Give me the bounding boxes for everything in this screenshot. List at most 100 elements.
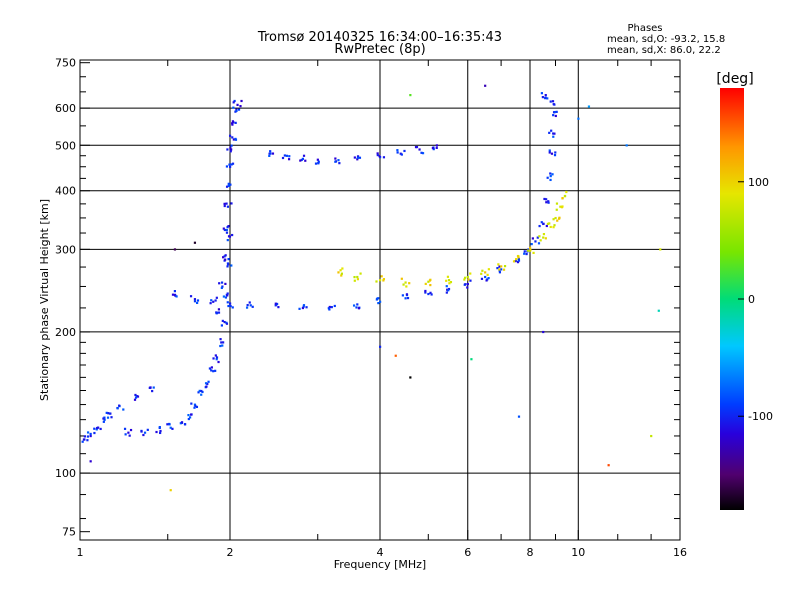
data-point — [429, 283, 432, 287]
data-point — [231, 123, 234, 126]
data-point — [544, 94, 547, 97]
data-point — [214, 299, 217, 302]
data-point — [107, 412, 110, 415]
x-tick-label: 2 — [227, 546, 234, 559]
data-point — [356, 158, 359, 161]
data-point — [379, 345, 382, 348]
data-point — [106, 416, 110, 419]
data-point — [193, 298, 197, 301]
data-point — [530, 243, 533, 246]
data-point — [517, 256, 520, 259]
data-point — [517, 257, 520, 261]
y-tick-label: 400 — [55, 185, 76, 198]
data-point — [546, 176, 549, 179]
data-point — [409, 94, 412, 97]
data-point — [274, 302, 277, 305]
y-tick-label: 750 — [55, 57, 76, 70]
data-point — [189, 295, 193, 298]
data-point — [135, 395, 138, 398]
data-point — [523, 252, 526, 255]
data-point — [545, 224, 548, 228]
data-point — [396, 149, 399, 152]
data-point — [123, 427, 127, 430]
data-point — [235, 109, 238, 112]
data-point — [352, 304, 356, 307]
data-point — [340, 272, 343, 275]
data-point — [197, 391, 200, 394]
data-point — [316, 158, 319, 161]
data-point — [142, 433, 145, 437]
data-point — [110, 416, 113, 419]
data-point — [537, 242, 541, 245]
data-point — [93, 431, 96, 435]
data-point — [122, 408, 125, 411]
data-point — [546, 222, 550, 225]
data-point — [212, 300, 215, 303]
y-tick-label: 600 — [55, 102, 76, 115]
data-point — [333, 304, 336, 308]
data-point — [283, 154, 286, 157]
data-point — [553, 110, 556, 114]
data-point — [225, 165, 229, 168]
data-point — [217, 311, 221, 314]
data-point — [195, 301, 199, 305]
data-point — [487, 277, 490, 280]
data-point — [356, 275, 359, 279]
data-point — [82, 438, 86, 441]
data-point — [235, 108, 238, 111]
data-point — [230, 202, 233, 205]
data-point — [108, 412, 111, 415]
data-point — [481, 269, 484, 272]
data-point — [548, 131, 551, 134]
data-point — [497, 263, 500, 266]
data-point — [231, 306, 234, 309]
data-point — [555, 202, 559, 205]
data-point — [152, 386, 155, 389]
data-point — [102, 420, 105, 423]
data-point — [542, 233, 546, 236]
data-point — [341, 267, 344, 270]
y-axis-label: Stationary phase Virtual Height [km] — [38, 199, 51, 401]
data-point — [175, 295, 178, 298]
data-point — [196, 299, 200, 302]
data-point — [548, 222, 551, 225]
data-point — [96, 426, 99, 430]
data-point — [435, 146, 438, 150]
data-point — [500, 265, 503, 268]
data-point — [103, 416, 106, 419]
data-point — [166, 423, 169, 426]
data-point — [500, 268, 503, 271]
data-point — [299, 159, 302, 162]
data-point — [230, 148, 233, 151]
data-point — [276, 302, 279, 306]
x-tick-label: 1 — [77, 546, 84, 559]
data-point — [224, 254, 227, 257]
data-point — [220, 286, 223, 290]
data-point — [334, 160, 337, 163]
data-point — [435, 144, 438, 147]
data-point — [353, 156, 356, 159]
data-point — [552, 226, 555, 229]
data-point — [168, 422, 171, 426]
data-point — [208, 367, 212, 370]
data-point — [236, 103, 239, 106]
data-point — [399, 152, 402, 155]
data-point — [222, 295, 225, 298]
data-point — [403, 149, 406, 153]
data-point — [210, 299, 213, 302]
data-point — [188, 416, 192, 419]
colorbar-tick-label: 100 — [748, 176, 769, 189]
data-point — [220, 324, 223, 327]
data-point — [516, 261, 520, 264]
data-point — [382, 279, 385, 282]
data-point — [549, 178, 552, 182]
data-point — [140, 430, 143, 433]
x-tick-label: 10 — [571, 546, 585, 559]
data-point — [89, 432, 92, 436]
data-point — [136, 395, 140, 398]
data-point — [190, 402, 193, 405]
data-point — [536, 236, 539, 239]
data-point — [99, 427, 102, 431]
x-axis-label: Frequency [MHz] — [334, 558, 426, 571]
data-point — [226, 265, 229, 268]
